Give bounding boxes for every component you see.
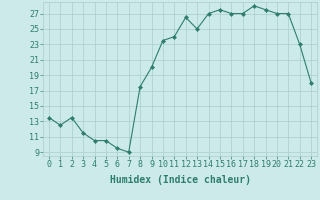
X-axis label: Humidex (Indice chaleur): Humidex (Indice chaleur): [109, 175, 251, 185]
